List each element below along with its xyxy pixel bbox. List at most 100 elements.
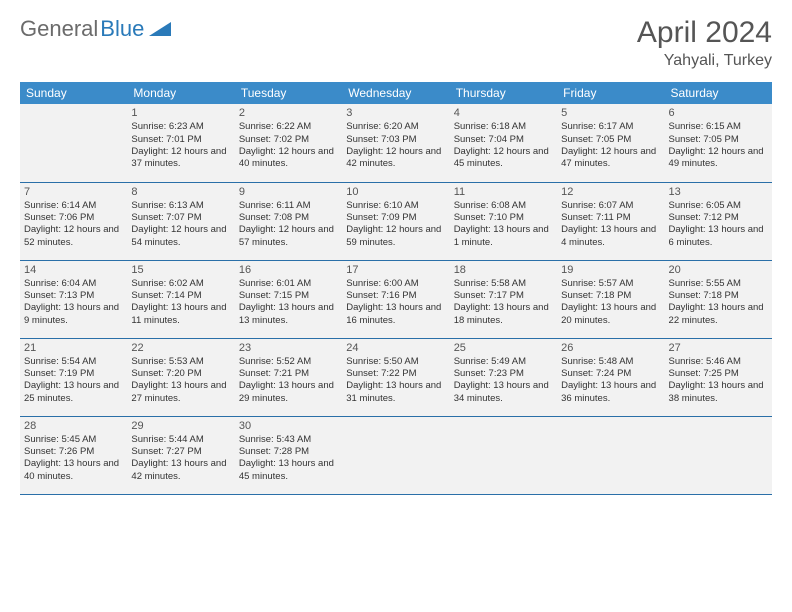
calendar-cell: 18Sunrise: 5:58 AMSunset: 7:17 PMDayligh… [450, 260, 557, 338]
sunset-text: Sunset: 7:05 PM [669, 134, 768, 146]
sunset-text: Sunset: 7:06 PM [24, 212, 123, 224]
sunset-text: Sunset: 7:02 PM [239, 134, 338, 146]
sunrise-text: Sunrise: 5:48 AM [561, 356, 660, 368]
brand-part1: General [20, 16, 98, 42]
day-header-cell: Friday [557, 82, 664, 104]
day-header-row: SundayMondayTuesdayWednesdayThursdayFrid… [20, 82, 772, 104]
sunset-text: Sunset: 7:10 PM [454, 212, 553, 224]
daylight-text: Daylight: 13 hours and 18 minutes. [454, 302, 553, 327]
day-header-cell: Monday [127, 82, 234, 104]
calendar-cell: 10Sunrise: 6:10 AMSunset: 7:09 PMDayligh… [342, 182, 449, 260]
sunrise-text: Sunrise: 5:53 AM [131, 356, 230, 368]
daylight-text: Daylight: 13 hours and 6 minutes. [669, 224, 768, 249]
calendar-week: 14Sunrise: 6:04 AMSunset: 7:13 PMDayligh… [20, 260, 772, 338]
daylight-text: Daylight: 12 hours and 52 minutes. [24, 224, 123, 249]
daylight-text: Daylight: 12 hours and 57 minutes. [239, 224, 338, 249]
sunrise-text: Sunrise: 6:17 AM [561, 121, 660, 133]
calendar-cell: 4Sunrise: 6:18 AMSunset: 7:04 PMDaylight… [450, 104, 557, 182]
logo-triangle-icon [149, 16, 171, 42]
sunset-text: Sunset: 7:13 PM [24, 290, 123, 302]
sunset-text: Sunset: 7:20 PM [131, 368, 230, 380]
day-number: 22 [131, 341, 230, 355]
calendar-cell: 11Sunrise: 6:08 AMSunset: 7:10 PMDayligh… [450, 182, 557, 260]
calendar-cell: 6Sunrise: 6:15 AMSunset: 7:05 PMDaylight… [665, 104, 772, 182]
sunset-text: Sunset: 7:28 PM [239, 446, 338, 458]
calendar-cell: 15Sunrise: 6:02 AMSunset: 7:14 PMDayligh… [127, 260, 234, 338]
daylight-text: Daylight: 13 hours and 42 minutes. [131, 458, 230, 483]
calendar-cell: 12Sunrise: 6:07 AMSunset: 7:11 PMDayligh… [557, 182, 664, 260]
sunset-text: Sunset: 7:16 PM [346, 290, 445, 302]
sunset-text: Sunset: 7:14 PM [131, 290, 230, 302]
daylight-text: Daylight: 13 hours and 4 minutes. [561, 224, 660, 249]
sunrise-text: Sunrise: 6:08 AM [454, 200, 553, 212]
sunset-text: Sunset: 7:07 PM [131, 212, 230, 224]
calendar-cell: 22Sunrise: 5:53 AMSunset: 7:20 PMDayligh… [127, 338, 234, 416]
daylight-text: Daylight: 13 hours and 16 minutes. [346, 302, 445, 327]
sunset-text: Sunset: 7:21 PM [239, 368, 338, 380]
day-number: 19 [561, 263, 660, 277]
daylight-text: Daylight: 13 hours and 40 minutes. [24, 458, 123, 483]
day-number: 28 [24, 419, 123, 433]
sunrise-text: Sunrise: 5:50 AM [346, 356, 445, 368]
day-number: 30 [239, 419, 338, 433]
location-label: Yahyali, Turkey [637, 52, 772, 70]
daylight-text: Daylight: 13 hours and 31 minutes. [346, 380, 445, 405]
day-header-cell: Wednesday [342, 82, 449, 104]
daylight-text: Daylight: 12 hours and 54 minutes. [131, 224, 230, 249]
sunset-text: Sunset: 7:22 PM [346, 368, 445, 380]
sunset-text: Sunset: 7:11 PM [561, 212, 660, 224]
day-number: 2 [239, 106, 338, 120]
sunset-text: Sunset: 7:18 PM [669, 290, 768, 302]
sunrise-text: Sunrise: 5:46 AM [669, 356, 768, 368]
day-number: 16 [239, 263, 338, 277]
daylight-text: Daylight: 12 hours and 45 minutes. [454, 146, 553, 171]
sunset-text: Sunset: 7:17 PM [454, 290, 553, 302]
day-number: 1 [131, 106, 230, 120]
daylight-text: Daylight: 13 hours and 20 minutes. [561, 302, 660, 327]
day-number: 21 [24, 341, 123, 355]
daylight-text: Daylight: 12 hours and 47 minutes. [561, 146, 660, 171]
calendar-cell: 17Sunrise: 6:00 AMSunset: 7:16 PMDayligh… [342, 260, 449, 338]
sunrise-text: Sunrise: 5:49 AM [454, 356, 553, 368]
day-number: 8 [131, 185, 230, 199]
calendar-cell: 26Sunrise: 5:48 AMSunset: 7:24 PMDayligh… [557, 338, 664, 416]
daylight-text: Daylight: 12 hours and 42 minutes. [346, 146, 445, 171]
sunrise-text: Sunrise: 6:02 AM [131, 278, 230, 290]
calendar-cell: 19Sunrise: 5:57 AMSunset: 7:18 PMDayligh… [557, 260, 664, 338]
day-number: 23 [239, 341, 338, 355]
sunset-text: Sunset: 7:09 PM [346, 212, 445, 224]
day-number: 17 [346, 263, 445, 277]
sunset-text: Sunset: 7:04 PM [454, 134, 553, 146]
calendar-week: 28Sunrise: 5:45 AMSunset: 7:26 PMDayligh… [20, 416, 772, 494]
calendar-week: 1Sunrise: 6:23 AMSunset: 7:01 PMDaylight… [20, 104, 772, 182]
day-number: 14 [24, 263, 123, 277]
sunset-text: Sunset: 7:05 PM [561, 134, 660, 146]
sunrise-text: Sunrise: 6:10 AM [346, 200, 445, 212]
sunrise-text: Sunrise: 6:07 AM [561, 200, 660, 212]
calendar-cell: 27Sunrise: 5:46 AMSunset: 7:25 PMDayligh… [665, 338, 772, 416]
daylight-text: Daylight: 13 hours and 11 minutes. [131, 302, 230, 327]
daylight-text: Daylight: 12 hours and 40 minutes. [239, 146, 338, 171]
sunrise-text: Sunrise: 6:23 AM [131, 121, 230, 133]
calendar-cell-empty [665, 416, 772, 494]
daylight-text: Daylight: 13 hours and 13 minutes. [239, 302, 338, 327]
day-number: 24 [346, 341, 445, 355]
calendar-cell: 5Sunrise: 6:17 AMSunset: 7:05 PMDaylight… [557, 104, 664, 182]
calendar-cell: 23Sunrise: 5:52 AMSunset: 7:21 PMDayligh… [235, 338, 342, 416]
daylight-text: Daylight: 13 hours and 36 minutes. [561, 380, 660, 405]
day-number: 27 [669, 341, 768, 355]
day-number: 4 [454, 106, 553, 120]
day-number: 6 [669, 106, 768, 120]
day-number: 7 [24, 185, 123, 199]
sunrise-text: Sunrise: 6:14 AM [24, 200, 123, 212]
calendar-cell: 25Sunrise: 5:49 AMSunset: 7:23 PMDayligh… [450, 338, 557, 416]
day-header-cell: Sunday [20, 82, 127, 104]
sunrise-text: Sunrise: 5:44 AM [131, 434, 230, 446]
sunrise-text: Sunrise: 6:11 AM [239, 200, 338, 212]
sunrise-text: Sunrise: 5:58 AM [454, 278, 553, 290]
header-right: April 2024 Yahyali, Turkey [637, 16, 772, 70]
sunset-text: Sunset: 7:18 PM [561, 290, 660, 302]
day-number: 15 [131, 263, 230, 277]
daylight-text: Daylight: 12 hours and 59 minutes. [346, 224, 445, 249]
sunrise-text: Sunrise: 6:13 AM [131, 200, 230, 212]
